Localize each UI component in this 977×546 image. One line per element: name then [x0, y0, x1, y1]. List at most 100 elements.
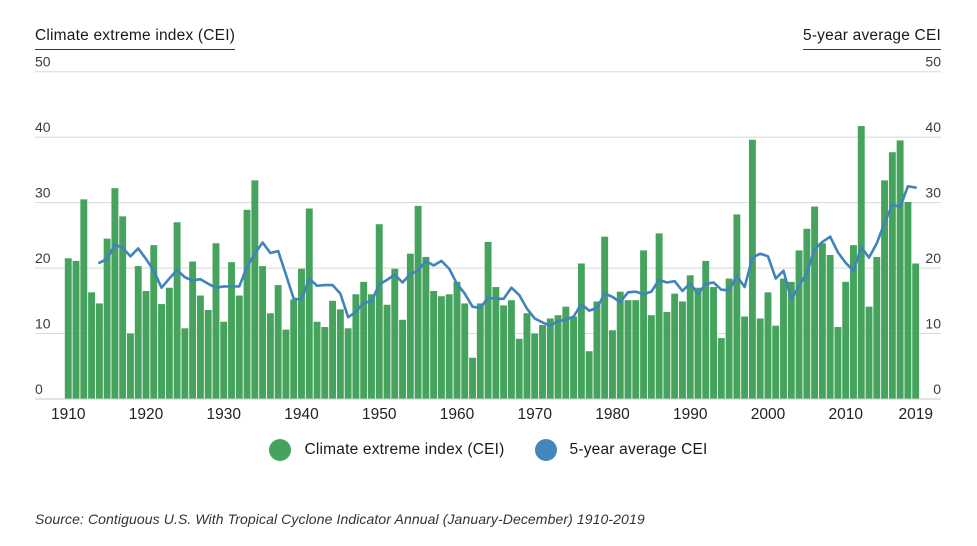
- bar-1940: [298, 268, 305, 399]
- x-axis-label-1920: 1920: [129, 406, 164, 423]
- bar-1972: [546, 318, 554, 399]
- bar-1965: [492, 287, 500, 399]
- x-axis-label-1950: 1950: [362, 406, 397, 423]
- bar-1987: [663, 311, 671, 399]
- bar-1934: [251, 180, 259, 399]
- bar-1944: [329, 300, 337, 399]
- bar-1981: [616, 291, 624, 399]
- x-axis-label-1960: 1960: [440, 406, 475, 423]
- bar-2004: [795, 250, 803, 399]
- right-axis-title: 5-year average CEI: [803, 27, 941, 50]
- y-axis-label-right-0: 0: [933, 381, 941, 397]
- bar-1917: [119, 216, 127, 399]
- x-axis-label-1970: 1970: [517, 406, 552, 423]
- y-axis-label-right-40: 40: [925, 119, 941, 135]
- bar-1997: [741, 316, 749, 399]
- bar-1964: [484, 241, 492, 399]
- bar-1949: [368, 294, 375, 399]
- bar-2017: [896, 140, 904, 399]
- bar-1970: [531, 333, 539, 399]
- bar-1974: [562, 306, 570, 399]
- y-axis-label-right-10: 10: [925, 316, 941, 332]
- bar-1951: [383, 304, 391, 399]
- x-axis-label-2019: 2019: [898, 406, 932, 423]
- bar-2008: [826, 254, 834, 399]
- bar-1963: [476, 303, 484, 399]
- bar-1915: [103, 238, 111, 399]
- legend-item-cei: Climate extreme index (CEI): [269, 439, 504, 461]
- bar-1955: [414, 205, 422, 399]
- y-axis-label-left-40: 40: [35, 119, 51, 135]
- bar-1926: [189, 261, 197, 399]
- bar-1990: [686, 275, 694, 399]
- bar-1995: [725, 278, 733, 399]
- bar-1952: [391, 268, 399, 399]
- bar-1980: [609, 330, 616, 399]
- bar-1931: [228, 262, 235, 399]
- bar-1924: [173, 222, 181, 399]
- x-axis-label-1940: 1940: [284, 406, 319, 423]
- bar-1945: [336, 309, 344, 399]
- x-axis-label-1990: 1990: [673, 406, 708, 423]
- five-year-average-line: [98, 184, 917, 327]
- bar-1946: [344, 328, 352, 399]
- bar-1914: [95, 303, 103, 399]
- y-axis-label-left-10: 10: [35, 316, 51, 332]
- bar-1978: [593, 301, 601, 399]
- x-axis-label-2010: 2010: [828, 406, 863, 423]
- bar-1933: [243, 209, 251, 399]
- bar-2003: [787, 281, 795, 399]
- bar-2014: [873, 256, 881, 399]
- bar-1993: [710, 287, 717, 399]
- bar-2015: [881, 180, 889, 399]
- bar-1956: [422, 256, 430, 399]
- cei-bar-line-chart: 0 0 10 10 20 20 30 30 40 40 50 50 1910 1920 1930 1940 19…: [35, 54, 941, 423]
- bar-1918: [127, 333, 134, 399]
- bar-1929: [212, 243, 220, 399]
- y-axis-label-left-0: 0: [35, 381, 43, 397]
- bar-1910: [64, 258, 72, 399]
- bar-1925: [181, 328, 189, 399]
- cei-legend-label: Climate extreme index (CEI): [304, 441, 505, 458]
- bar-1953: [399, 319, 407, 399]
- bar-1968: [515, 338, 523, 399]
- y-axis-label-left-20: 20: [35, 250, 51, 266]
- chart-legend: Climate extreme index (CEI) 5-year avera…: [0, 434, 977, 466]
- five-year-average-legend-label: 5-year average CEI: [569, 441, 708, 458]
- bar-2016: [888, 152, 896, 399]
- bar-1973: [554, 315, 562, 399]
- bar-2006: [811, 206, 819, 399]
- bar-2007: [818, 243, 826, 399]
- bar-1928: [204, 309, 212, 399]
- bar-1961: [461, 303, 469, 399]
- bar-2001: [772, 325, 780, 399]
- bar-1976: [577, 263, 585, 399]
- bar-2012: [857, 126, 865, 399]
- bar-1988: [671, 293, 679, 399]
- bar-1927: [196, 295, 204, 399]
- bar-1913: [88, 292, 96, 399]
- bar-2000: [764, 292, 772, 399]
- bar-1999: [756, 318, 764, 399]
- bar-1942: [313, 321, 321, 399]
- bar-1969: [523, 313, 531, 399]
- bar-2019: [912, 263, 920, 399]
- bar-1947: [352, 294, 360, 399]
- y-axis-label-right-20: 20: [925, 250, 941, 266]
- bar-1983: [632, 300, 640, 399]
- bar-1989: [678, 301, 686, 399]
- bar-1916: [111, 188, 119, 399]
- bar-1922: [158, 304, 165, 399]
- cei-legend-dot-icon: [269, 439, 292, 461]
- five-year-average-legend-dot-icon: [534, 439, 557, 461]
- bar-1930: [220, 321, 228, 399]
- bar-1911: [72, 260, 80, 399]
- x-axis-label-1980: 1980: [595, 406, 630, 423]
- bar-1957: [430, 290, 438, 399]
- bar-1958: [437, 296, 445, 399]
- x-axis-label-1910: 1910: [51, 406, 86, 423]
- bar-2005: [803, 228, 811, 399]
- bar-2013: [865, 306, 873, 399]
- x-axis-label-2000: 2000: [751, 406, 786, 423]
- bar-2010: [842, 281, 850, 399]
